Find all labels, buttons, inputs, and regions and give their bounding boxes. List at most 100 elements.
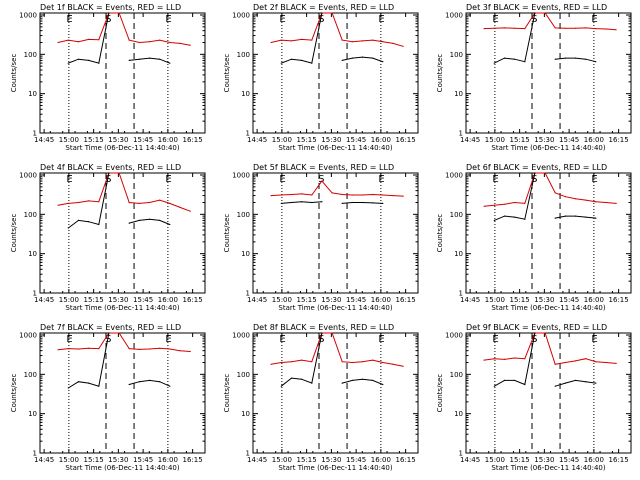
event-marker-e: E [591,334,597,345]
lld-point [98,39,100,41]
event-marker-s: S [318,334,324,345]
y-tick-label: 10 [454,250,463,258]
lld-point [595,361,597,363]
x-tick-label: 15:00 [272,136,292,144]
events-point [138,58,140,60]
lld-point [351,194,353,196]
events-point [341,202,343,204]
lld-point [159,199,161,201]
lld-point [585,358,587,360]
lld-point [595,28,597,30]
panel-det-4: Det 4f BLACK = Events, RED = LLD 1 10 100 10… [10,163,206,312]
plot-frame [39,332,206,454]
lld-point [301,38,303,41]
x-axis-label: Start Time (06-Dec-11 14:40:40) [278,464,392,472]
lld-point [331,332,333,334]
lld-point [311,194,313,196]
plot-frame [39,12,206,134]
event-marker-e: E [279,174,285,185]
lld-point [128,348,130,350]
lld-series-line [57,12,191,46]
lld-point [392,42,394,45]
x-tick-label: 16:15 [183,296,203,304]
y-tick-label: 1 [246,450,250,458]
series-group [57,172,191,229]
event-marker-e: E [591,174,597,185]
lld-point [605,361,607,364]
events-series-line [280,332,383,387]
series-group [270,12,404,64]
events-point [503,215,506,217]
x-tick-label: 14:45 [460,136,480,144]
event-marker-s: S [105,174,111,185]
y-tick-label: 1 [33,290,37,298]
lld-point [595,201,597,203]
y-axis-label: Counts/sec [223,54,231,93]
event-marker-e: E [66,174,72,185]
events-point [301,59,303,62]
lld-point [382,41,384,43]
x-tick-label: 15:30 [321,456,341,464]
y-axis-label: Counts/sec [223,374,231,413]
events-point [311,62,313,64]
lld-point [148,41,151,43]
plot-frame [252,172,419,294]
lld-series-line [484,172,617,207]
events-point [361,56,364,58]
panel-det-5: Det 5f BLACK = Events, RED = LLD 1 10 100 10… [223,163,419,312]
lld-point [128,39,130,41]
lld-point [524,28,526,30]
events-series-line [68,12,170,64]
lld-point [88,38,90,41]
x-tick-label: 15:15 [510,296,530,304]
lld-point [524,358,526,360]
y-tick-label: 1000 [445,332,463,340]
series-group [483,172,617,221]
series-group [57,332,191,389]
lld-point [331,192,333,194]
event-marker-s: S [531,14,537,25]
lld-point [270,363,272,365]
events-point [280,202,282,204]
y-tick-label: 1000 [19,12,37,20]
lld-point [321,180,323,182]
events-point [514,58,516,60]
events-point [554,217,556,219]
events-point [290,377,293,379]
events-point [564,57,567,59]
x-axis-label: Start Time (06-Dec-11 14:40:40) [491,304,605,312]
y-tick-label: 1000 [445,172,463,180]
x-tick-label: 14:45 [460,296,480,304]
x-tick-label: 15:45 [346,456,366,464]
lld-series-line [270,12,404,47]
y-axis-label: Counts/sec [436,374,444,413]
y-tick-label: 10 [28,250,37,258]
lld-point [148,201,151,204]
x-tick-label: 16:00 [158,136,178,144]
panel-det-3: Det 3f BLACK = Events, RED = LLD 1 10 100 10… [436,3,632,152]
events-point [503,57,506,59]
event-marker-e: E [591,14,597,25]
events-point [169,223,171,226]
events-point [361,378,364,380]
y-tick-label: 1 [246,290,250,298]
panel-det-8: Det 8f BLACK = Events, RED = LLD 1 10 100 10… [223,323,419,472]
panel-title: Det 8f BLACK = Events, RED = LLD [253,323,394,332]
series-group [270,332,404,387]
event-marker-e: E [378,334,384,345]
x-tick-label: 16:15 [609,456,629,464]
events-point [128,59,130,62]
x-tick-label: 16:00 [371,456,391,464]
y-tick-label: 1 [459,450,463,458]
x-tick-label: 16:00 [158,456,178,464]
series-group [57,12,191,64]
lld-point [138,41,140,44]
events-point [88,59,90,62]
x-tick-label: 16:00 [584,136,604,144]
lld-point [77,41,80,43]
panel-title: Det 1f BLACK = Events, RED = LLD [40,3,181,12]
events-point [372,379,374,381]
lld-point [341,39,343,41]
lld-point [301,359,303,361]
events-point [503,379,506,381]
